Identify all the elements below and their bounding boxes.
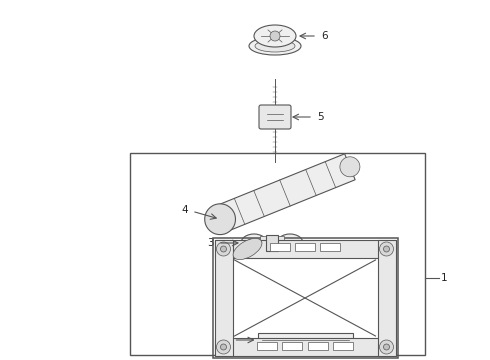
Bar [266, 235, 278, 251]
Bar [258, 333, 352, 347]
Circle shape [220, 246, 226, 252]
Bar [213, 238, 397, 358]
Bar [282, 342, 302, 350]
Bar [377, 240, 395, 356]
Bar [308, 342, 328, 350]
Circle shape [220, 344, 226, 350]
Polygon shape [215, 154, 355, 232]
Text: 2: 2 [223, 335, 229, 345]
Text: 3: 3 [207, 238, 214, 248]
Ellipse shape [255, 40, 295, 52]
Text: 6: 6 [321, 31, 328, 41]
Ellipse shape [233, 238, 262, 260]
Circle shape [217, 242, 230, 256]
FancyBboxPatch shape [259, 105, 291, 129]
Ellipse shape [340, 157, 360, 177]
Bar [320, 243, 340, 251]
Bar [215, 240, 232, 356]
Circle shape [384, 344, 390, 350]
Ellipse shape [254, 25, 296, 47]
Bar [130, 153, 425, 355]
Text: 4: 4 [181, 205, 188, 215]
Circle shape [384, 246, 390, 252]
Bar [295, 243, 315, 251]
Bar [257, 342, 277, 350]
Circle shape [379, 340, 393, 354]
Circle shape [379, 242, 393, 256]
Circle shape [217, 340, 230, 354]
Text: 1: 1 [441, 273, 448, 283]
Bar [270, 243, 290, 251]
Ellipse shape [249, 37, 301, 55]
Text: 5: 5 [317, 112, 323, 122]
Ellipse shape [277, 234, 303, 252]
Circle shape [270, 31, 280, 41]
Bar [215, 338, 395, 356]
Bar [215, 240, 395, 258]
Ellipse shape [246, 238, 262, 248]
Ellipse shape [241, 234, 267, 252]
Ellipse shape [205, 204, 236, 235]
Bar [333, 342, 353, 350]
Bar [260, 236, 284, 250]
